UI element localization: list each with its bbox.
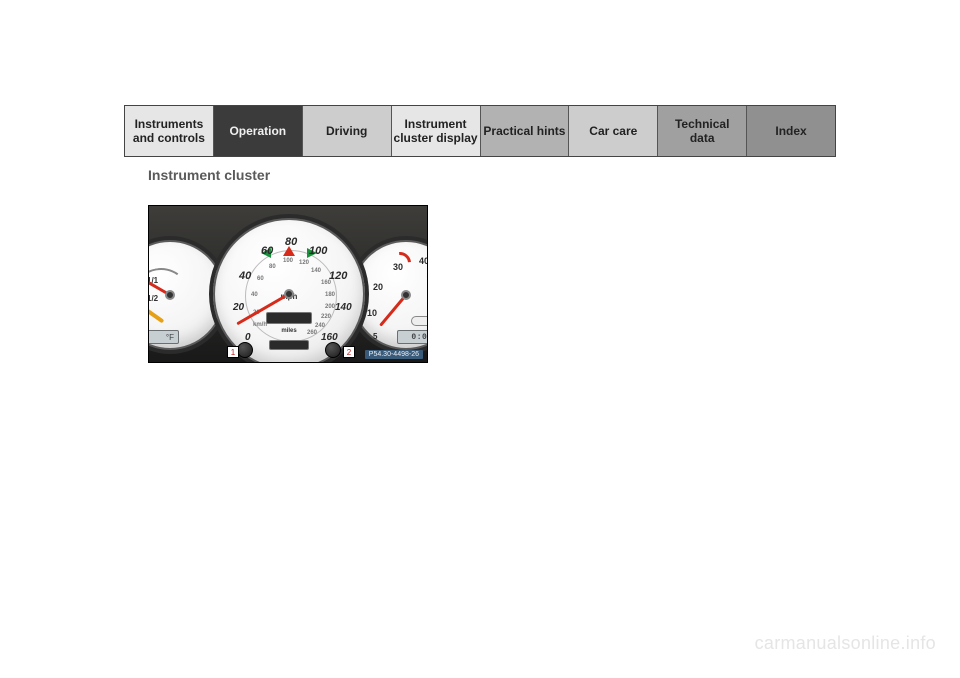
callout-2: 2 [343,346,355,358]
nav-label: Instrumentsand controls [133,117,205,146]
tach-tick: 40 [419,256,428,266]
section-title: Instrument cluster [148,167,960,183]
nav-driving[interactable]: Driving [303,106,392,156]
nav-instruments-and-controls[interactable]: Instrumentsand controls [125,106,214,156]
speedo-miles-label: miles [281,328,296,334]
speedo-tick: 60 [261,245,273,257]
kmh-tick: 140 [311,268,321,274]
figure-part-number: P54.30-4498-26 [365,350,423,359]
clock-text: 0:00 [411,333,428,342]
kmh-tick: 160 [321,280,331,286]
nav-label: Operation [229,124,286,138]
nav-instrument-cluster-display[interactable]: Instrumentcluster display [392,106,481,156]
nav-bar: Instrumentsand controls Operation Drivin… [124,105,836,157]
tach-unit-1: x 100 [427,272,428,279]
adjust-knob-right[interactable] [325,342,341,358]
nav-practical-hints[interactable]: Practical hints [481,106,570,156]
kmh-tick: 220 [321,314,331,320]
clock-lcd: 0:00 [397,330,428,344]
temp-lcd: °F [148,330,179,344]
watermark-text: carmanualsonline.info [755,633,936,654]
fuel-hub [165,290,175,300]
nav-label: Driving [326,124,367,138]
speedo-tick: 80 [285,236,297,248]
tach-tick: 20 [373,282,383,292]
kmh-tick: 260 [307,330,317,336]
nav-technical-data[interactable]: Technicaldata [658,106,747,156]
kmh-tick: 120 [299,260,309,266]
speedo-tick: 100 [309,245,327,257]
trip-display [269,340,309,350]
adjust-knob-left[interactable] [237,342,253,358]
kmh-tick: 60 [257,276,264,282]
tach-unit-2: 1/min [427,279,428,286]
tach-small-indicator [411,316,428,326]
speedometer: 0 20 40 60 80 100 120 140 160 20 40 60 8… [213,218,365,363]
tach-tick: 5 [373,332,377,341]
kmh-tick: 180 [325,292,335,298]
odometer-display [266,312,312,324]
fuel-mark-half: 1/2 [148,294,158,303]
nav-label: Technicaldata [675,117,729,146]
kmh-tick: 40 [251,292,258,298]
speedo-tick: 140 [335,302,352,313]
kmh-tick: 100 [283,258,293,264]
speedo-tick: 40 [239,270,251,282]
kmh-tick: 80 [269,264,276,270]
tach-tick: 30 [393,262,403,272]
kmh-tick: 240 [315,323,325,329]
cluster-figure: 1/1 1/2 °F 5 10 20 30 40 x 100 1/min [148,205,428,363]
tach-tick: 10 [367,308,377,318]
speedo-hub [284,289,294,299]
speedo-tick: 20 [233,302,244,313]
page: Instrumentsand controls Operation Drivin… [0,0,960,678]
temp-lcd-text: °F [166,333,174,342]
nav-label: Car care [589,124,637,138]
tach-unit: x 100 1/min [427,272,428,286]
callout-1: 1 [227,346,239,358]
nav-label: Practical hints [483,124,565,138]
nav-label: Instrumentcluster display [394,117,478,146]
nav-car-care[interactable]: Car care [569,106,658,156]
kmh-label: km/h [253,322,267,328]
nav-operation[interactable]: Operation [214,106,303,156]
kmh-tick: 200 [325,304,335,310]
instrument-cluster-image: 1/1 1/2 °F 5 10 20 30 40 x 100 1/min [148,205,428,363]
speedo-tick: 120 [329,270,347,282]
tach-hub [401,290,411,300]
nav-label: Index [775,124,806,138]
nav-index[interactable]: Index [747,106,835,156]
